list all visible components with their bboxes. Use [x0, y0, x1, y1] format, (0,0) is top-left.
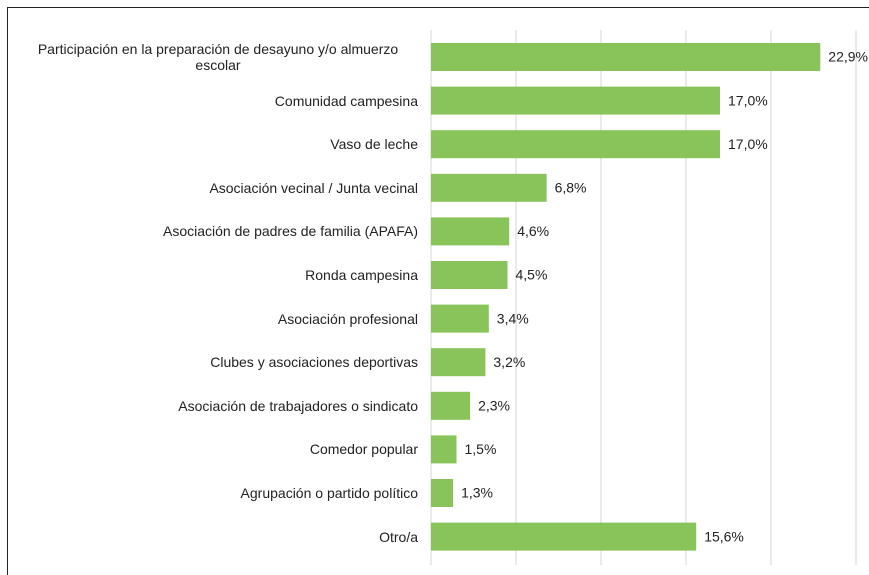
value-label: 4,6%: [517, 223, 549, 239]
category-label: Clubes y asociaciones deportivas: [210, 354, 418, 371]
bar: [431, 173, 547, 202]
bar: [431, 261, 508, 289]
bar: [431, 86, 720, 115]
category-label: Comedor popular: [309, 441, 418, 458]
value-label: 15,6%: [704, 528, 744, 544]
chart-frame: [7, 7, 869, 575]
value-label: 3,4%: [497, 310, 529, 326]
category-label: Asociación de trabajadores o sindicato: [178, 397, 418, 414]
bar: [431, 435, 457, 464]
category-label: Participación en la preparación de desay…: [37, 41, 399, 73]
category-label: Asociación profesional: [277, 310, 418, 327]
value-label: 22,9%: [828, 49, 868, 65]
value-label: 2,3%: [478, 398, 510, 414]
bar: [431, 304, 489, 333]
bar: [431, 391, 471, 420]
bar: [431, 130, 720, 159]
value-label: 1,5%: [465, 441, 497, 457]
value-label: 17,0%: [728, 136, 768, 152]
bar: [431, 479, 454, 507]
bar: [431, 522, 697, 551]
value-label: 6,8%: [555, 180, 587, 196]
category-label: Agrupación o partido político: [240, 485, 418, 501]
bar: [431, 43, 821, 71]
value-label: 3,2%: [493, 354, 525, 370]
value-label: 17,0%: [728, 92, 768, 108]
category-label: Asociación vecinal / Junta vecinal: [209, 179, 418, 196]
category-label: Comunidad campesina: [274, 92, 418, 109]
category-label: Vaso de leche: [330, 136, 418, 153]
category-label: Otro/a: [379, 528, 418, 545]
bar: [431, 217, 510, 246]
value-label: 1,3%: [461, 485, 493, 501]
category-label: Asociación de padres de familia (APAFA): [163, 223, 418, 240]
bar: [431, 348, 486, 377]
category-label: Ronda campesina: [305, 267, 418, 283]
value-label: 4,5%: [516, 267, 548, 283]
